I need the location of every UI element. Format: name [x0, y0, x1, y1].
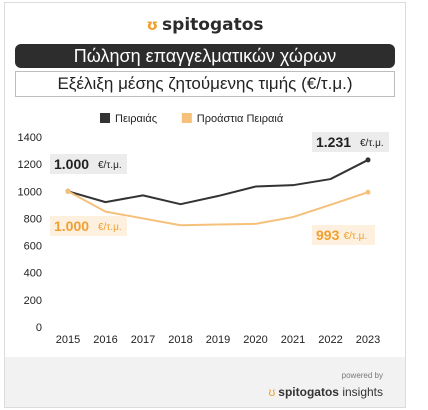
x-tick-label: 2016	[93, 334, 117, 346]
y-tick-label: 400	[24, 268, 42, 280]
legend-swatch	[181, 113, 192, 123]
legend-swatch	[100, 113, 110, 123]
x-tick-label: 2021	[281, 334, 305, 346]
annotation-unit: €/τ.μ.	[98, 222, 122, 233]
annotation-unit: €/τ.μ.	[360, 138, 384, 149]
chart-card: ʊ spitogatos Πώληση επαγγελματικών χώρων …	[4, 2, 406, 408]
y-tick-label: 800	[24, 213, 42, 225]
y-tick-label: 0	[36, 322, 42, 334]
data-point	[365, 189, 371, 195]
brand-logo: ʊ spitogatos	[5, 15, 405, 35]
y-tick-label: 1000	[18, 186, 42, 198]
x-tick-label: 2020	[243, 334, 267, 346]
legend-label: Πειραιάς	[115, 113, 157, 125]
powered-by-label: powered by	[341, 371, 383, 380]
y-tick-label: 1200	[18, 159, 42, 171]
annotation-value: 993	[316, 227, 340, 243]
chart-subtitle: Εξέλιξη μέσης ζητούμενης τιμής (€/τ.μ.)	[15, 71, 395, 97]
y-tick-label: 200	[24, 295, 42, 307]
x-tick-label: 2023	[356, 334, 380, 346]
data-point	[65, 188, 71, 194]
x-tick-label: 2018	[168, 334, 192, 346]
annotation-unit: €/τ.μ.	[98, 160, 122, 171]
footer: powered by ʊ spitogatos insights	[5, 357, 405, 407]
annotation-box	[50, 154, 127, 174]
annotation-value: 1.231	[316, 134, 351, 150]
y-tick-label: 600	[24, 241, 42, 253]
y-tick-label: 1400	[18, 132, 42, 144]
x-tick-label: 2015	[56, 334, 80, 346]
annotation-box	[312, 225, 375, 245]
brand-name: spitogatos	[162, 15, 264, 35]
annotation-box	[50, 216, 127, 236]
data-point	[365, 157, 371, 163]
chart-title: Πώληση επαγγελματικών χώρων	[15, 44, 395, 68]
footer-brand-suffix: insights	[342, 385, 383, 399]
x-tick-label: 2017	[131, 334, 155, 346]
annotation-box	[312, 132, 389, 152]
x-tick-label: 2019	[206, 334, 230, 346]
cat-head-icon: ʊ	[146, 16, 159, 34]
annotation-value: 1.000	[54, 218, 89, 234]
x-tick-label: 2022	[318, 334, 342, 346]
legend-label: Προάστια Πειραιά	[197, 113, 284, 125]
annotation-unit: €/τ.μ.	[344, 231, 368, 242]
footer-brand-name: spitogatos	[278, 385, 339, 399]
footer-brand: ʊ spitogatos insights	[268, 385, 383, 399]
cat-head-icon: ʊ	[268, 385, 276, 399]
annotation-value: 1.000	[54, 156, 89, 172]
